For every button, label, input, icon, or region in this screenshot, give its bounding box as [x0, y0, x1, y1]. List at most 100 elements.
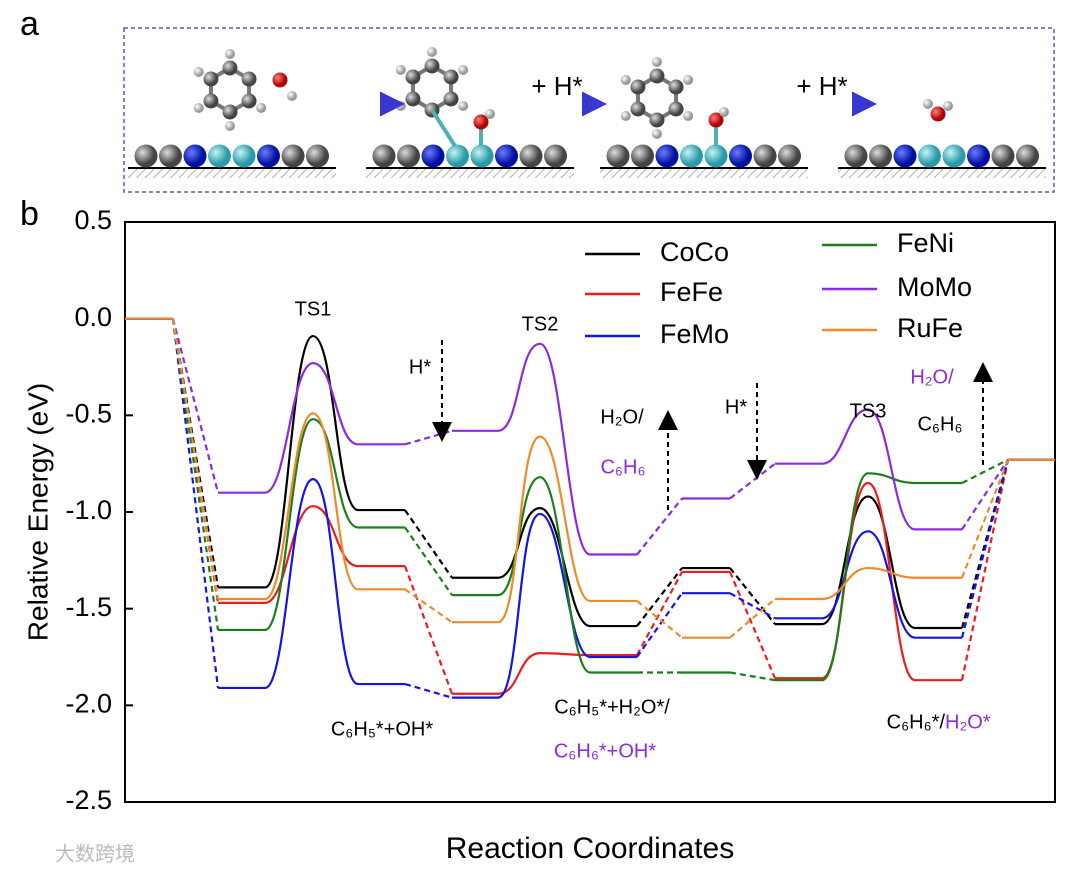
surface-hatch	[128, 168, 336, 178]
legend-label: FeNi	[897, 228, 954, 258]
connector	[729, 567, 776, 625]
annotation: H₂O/	[600, 406, 644, 428]
atom	[544, 144, 567, 168]
x-axis-label: Reaction Coordinates	[446, 832, 735, 865]
atom	[225, 121, 235, 131]
atom	[443, 69, 459, 85]
atom	[405, 69, 421, 85]
bond	[430, 108, 457, 148]
atom	[159, 144, 182, 168]
atom	[606, 144, 630, 168]
atom	[680, 144, 703, 168]
atom	[372, 144, 396, 168]
annotation: H₂O*	[945, 711, 991, 733]
transition-curve	[497, 342, 591, 556]
atom	[473, 114, 489, 130]
atom	[421, 144, 445, 168]
y-axis-label: Relative Energy (eV)	[22, 383, 53, 641]
connector	[403, 565, 454, 695]
atom	[272, 72, 288, 88]
transition-curve	[264, 478, 359, 690]
connector	[729, 462, 776, 500]
connector	[404, 683, 453, 699]
atom	[208, 144, 231, 168]
transition-curve	[821, 495, 916, 630]
atom	[397, 144, 420, 168]
atom	[134, 144, 158, 168]
watermark: 大数跨境	[55, 842, 135, 865]
atom	[443, 91, 459, 107]
atom	[287, 91, 297, 101]
atom	[652, 129, 662, 139]
atom	[869, 144, 892, 168]
atom	[991, 144, 1015, 168]
connector	[404, 509, 453, 579]
atom	[203, 71, 219, 87]
atom	[495, 144, 518, 168]
surface-hatch	[366, 168, 574, 178]
y-tick-label: 0.0	[74, 302, 112, 332]
atom	[446, 144, 469, 168]
atom	[193, 67, 204, 77]
atom	[458, 65, 469, 75]
connector	[636, 571, 683, 656]
connector	[729, 671, 776, 682]
annotation: C₆H₆*+OH*	[554, 740, 656, 762]
atom	[405, 91, 421, 107]
y-tick-label: -2.5	[65, 785, 112, 815]
y-tick-label: -1.0	[65, 495, 112, 525]
transition-curve	[821, 408, 916, 531]
transition-curve	[264, 334, 359, 589]
connector	[404, 526, 453, 596]
atom	[649, 112, 665, 128]
annotation: TS3	[850, 400, 887, 422]
atom	[893, 144, 917, 168]
connector	[636, 592, 683, 658]
annotation: C₆H₆	[917, 413, 962, 435]
atom	[708, 112, 724, 128]
connector	[960, 459, 1010, 681]
y-tick-label: -2.0	[65, 688, 112, 718]
atom	[930, 106, 946, 122]
atom	[630, 79, 646, 95]
atom	[1016, 144, 1039, 168]
atom	[424, 58, 440, 74]
y-tick-label: -1.5	[65, 592, 112, 622]
connector	[961, 459, 1009, 531]
atom	[193, 103, 204, 113]
transition-curve	[264, 362, 359, 494]
atom	[719, 107, 729, 117]
atom	[485, 109, 495, 119]
connector	[729, 592, 776, 620]
legend-label: MoMo	[897, 272, 972, 302]
annotation: C₆H₆*/	[887, 711, 946, 733]
atom	[183, 144, 207, 168]
atom	[241, 93, 257, 109]
legend-label: FeFe	[660, 277, 723, 307]
atom	[620, 111, 631, 121]
atom	[203, 93, 219, 109]
atom	[683, 111, 694, 121]
connector	[960, 459, 1010, 638]
connector	[636, 567, 683, 627]
connector	[960, 459, 1010, 579]
annotation: TS2	[522, 313, 559, 335]
atom	[281, 144, 305, 168]
atom	[241, 71, 257, 87]
atom	[620, 75, 631, 85]
atom	[652, 57, 662, 67]
atom	[222, 104, 238, 120]
legend-label: CoCo	[660, 237, 729, 267]
atom	[943, 101, 953, 111]
reaction-label: + H*	[796, 71, 847, 101]
annotation: C₆H₆	[600, 456, 645, 478]
plot: -2.5 -2.0 -1.5 -1.0 -0.5 0.0 0.5 CoCo FeFe FeMo Fe…	[65, 205, 1055, 815]
annotation: H*	[725, 396, 747, 418]
atom	[967, 144, 990, 168]
atom	[256, 103, 267, 113]
atom	[778, 144, 801, 168]
connector	[636, 600, 683, 639]
surface-hatch	[838, 168, 1046, 178]
transition-curve	[497, 652, 591, 695]
atom	[630, 101, 646, 117]
